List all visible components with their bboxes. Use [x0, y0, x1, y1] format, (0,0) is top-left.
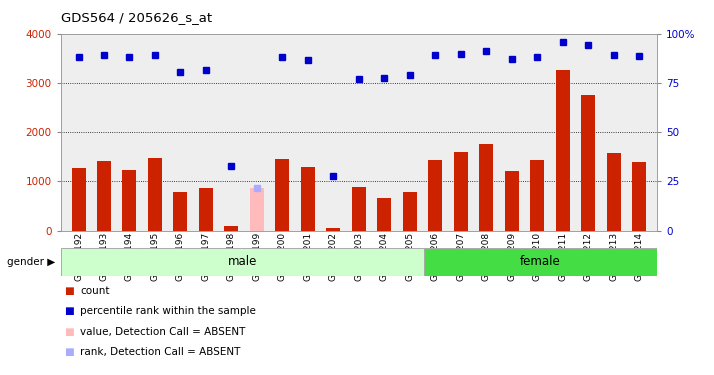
Text: gender ▶: gender ▶	[7, 256, 56, 267]
Text: female: female	[520, 255, 560, 268]
Bar	[581, 95, 595, 231]
Text: male: male	[228, 255, 257, 268]
Bar	[174, 192, 188, 231]
Text: percentile rank within the sample: percentile rank within the sample	[80, 306, 256, 316]
Bar	[607, 153, 620, 231]
Text: ■: ■	[64, 348, 74, 357]
Bar	[97, 161, 111, 231]
Bar	[423, 248, 657, 276]
Text: GDS564 / 205626_s_at: GDS564 / 205626_s_at	[61, 11, 212, 24]
Bar	[453, 152, 468, 231]
Bar	[352, 188, 366, 231]
Bar	[224, 226, 238, 231]
Bar	[250, 188, 264, 231]
Text: rank, Detection Call = ABSENT: rank, Detection Call = ABSENT	[80, 348, 241, 357]
Bar	[123, 170, 136, 231]
Bar	[530, 160, 544, 231]
Bar	[276, 159, 289, 231]
Bar	[326, 228, 341, 231]
Bar	[632, 162, 646, 231]
Bar	[250, 229, 264, 231]
Bar	[199, 188, 213, 231]
Text: count: count	[80, 286, 109, 296]
Bar	[403, 192, 417, 231]
Bar	[428, 160, 442, 231]
Text: value, Detection Call = ABSENT: value, Detection Call = ABSENT	[80, 327, 246, 337]
Bar	[148, 158, 162, 231]
Text: ■: ■	[64, 306, 74, 316]
Bar	[555, 70, 570, 231]
Bar	[479, 144, 493, 231]
Bar	[61, 248, 423, 276]
Bar	[377, 198, 391, 231]
Text: ■: ■	[64, 327, 74, 337]
Bar	[71, 168, 86, 231]
Bar	[301, 166, 315, 231]
Text: ■: ■	[64, 286, 74, 296]
Bar	[505, 171, 518, 231]
